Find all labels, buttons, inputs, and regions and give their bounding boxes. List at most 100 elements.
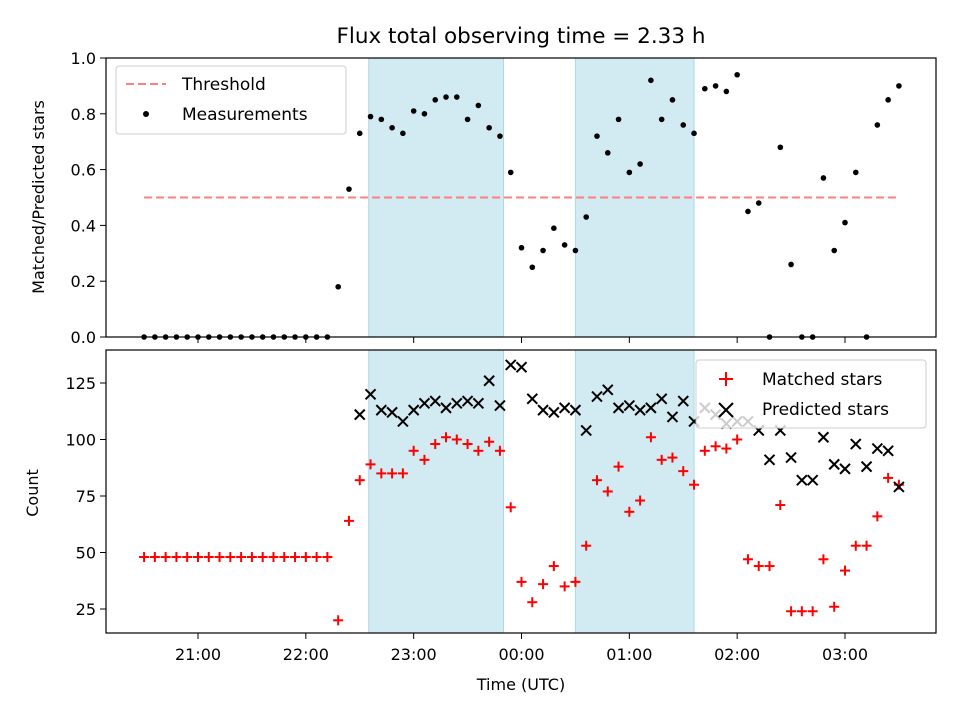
top-panel: 0.0 0.2 0.4 0.6 0.8 1.0 Matched/Predicted sta… — [29, 49, 937, 347]
matched-point — [699, 445, 710, 456]
matched-point — [300, 552, 311, 563]
predicted-point — [580, 424, 592, 437]
predicted-point — [677, 395, 689, 407]
measurement-point — [788, 261, 794, 268]
matched-point — [527, 597, 538, 608]
matched-point — [742, 554, 753, 565]
matched-point — [581, 540, 592, 551]
predicted-point — [882, 445, 894, 457]
matched-point — [322, 552, 333, 563]
measurement-point — [432, 97, 439, 103]
matched-point — [829, 601, 840, 612]
measurement-point — [389, 124, 395, 131]
x-axis-label: Time (UTC) — [476, 675, 565, 694]
legend-matched-marker — [719, 372, 733, 386]
predicted-point — [537, 404, 549, 416]
x-tick-label: 22:00 — [283, 645, 329, 664]
measurement-point — [443, 94, 449, 100]
bottom-y-tick-label: 50 — [76, 544, 96, 563]
matched-point — [279, 552, 290, 563]
predicted-point — [893, 481, 905, 493]
predicted-point — [515, 361, 528, 373]
measurement-point — [896, 83, 902, 89]
top-y-tick-label: 0.8 — [71, 105, 96, 124]
matched-point — [602, 486, 613, 497]
matched-point — [160, 552, 171, 563]
matched-point — [689, 479, 700, 490]
matched-point — [775, 500, 786, 511]
predicted-point — [505, 359, 517, 371]
matched-point — [182, 552, 193, 563]
chart-title: Flux total observing time = 2.33 h — [337, 24, 706, 49]
measurement-point — [615, 116, 622, 123]
measurement-point — [842, 219, 848, 226]
measurement-point — [421, 111, 428, 117]
matched-point — [516, 576, 527, 587]
predicted-point — [451, 397, 463, 410]
top-y-tick-label: 0.2 — [71, 272, 96, 291]
x-tick-label: 01:00 — [606, 645, 652, 664]
bottom-y-tick-label: 125 — [65, 374, 96, 393]
predicted-point — [785, 451, 797, 464]
measurement-point — [346, 186, 352, 192]
predicted-point — [763, 454, 776, 466]
top-y-tick-label: 0.4 — [71, 216, 96, 235]
matched-point — [656, 454, 667, 465]
top-y-tick-label: 1.0 — [71, 49, 96, 68]
matched-point — [343, 515, 354, 526]
matched-point — [850, 540, 861, 551]
matched-point — [236, 552, 247, 563]
predicted-point — [850, 438, 862, 450]
top-y-tick-label: 0.6 — [71, 161, 96, 180]
matched-point — [473, 445, 484, 456]
measurement-point — [658, 116, 665, 123]
matched-point — [613, 461, 624, 472]
measurement-point — [594, 133, 600, 139]
measurement-point — [378, 116, 385, 123]
measurement-point — [518, 244, 525, 251]
matched-point — [591, 475, 602, 486]
predicted-point — [569, 404, 582, 416]
measurement-point — [356, 130, 363, 137]
predicted-point — [461, 395, 474, 407]
predicted-point — [871, 442, 884, 455]
predicted-point — [397, 415, 409, 428]
matched-point — [494, 445, 505, 456]
matched-point — [462, 439, 473, 450]
predicted-point — [364, 388, 377, 401]
measurement-point — [723, 88, 730, 95]
legend-predicted-label: Predicted stars — [762, 400, 889, 420]
predicted-point — [386, 406, 398, 419]
matched-point — [818, 554, 829, 565]
matched-point — [624, 506, 635, 517]
matched-point — [441, 432, 452, 443]
matched-point — [570, 576, 581, 587]
top-legend: Threshold Measurements — [115, 65, 347, 135]
predicted-point — [526, 393, 538, 405]
predicted-point — [623, 399, 636, 412]
matched-point — [408, 445, 419, 456]
matched-point — [559, 581, 570, 592]
measurement-point — [410, 108, 417, 114]
bottom-panel: 25 50 75 100 125 21:00 22:00 23:00 00:00 01:00 02… — [23, 349, 937, 694]
measurement-point — [734, 71, 740, 78]
measurement-point — [335, 283, 341, 290]
bottom-legend: Matched stars Predicted stars — [695, 359, 927, 429]
predicted-point — [666, 411, 679, 423]
matched-point — [710, 441, 721, 452]
bottom-y-axis-label: Count — [23, 469, 42, 517]
measurement-point — [680, 122, 687, 128]
bottom-y-tick-label: 100 — [65, 431, 96, 450]
measurement-point — [367, 113, 374, 120]
predicted-point — [418, 397, 431, 410]
matched-point — [667, 452, 678, 463]
measurement-point — [507, 169, 514, 176]
measurement-point — [831, 247, 838, 254]
measurement-point — [540, 247, 546, 254]
legend-threshold-label: Threshold — [181, 75, 266, 95]
matched-point — [139, 552, 150, 563]
matched-point — [840, 565, 850, 576]
measurement-point — [551, 225, 557, 231]
matched-point — [376, 468, 387, 479]
measurement-point — [820, 175, 827, 181]
